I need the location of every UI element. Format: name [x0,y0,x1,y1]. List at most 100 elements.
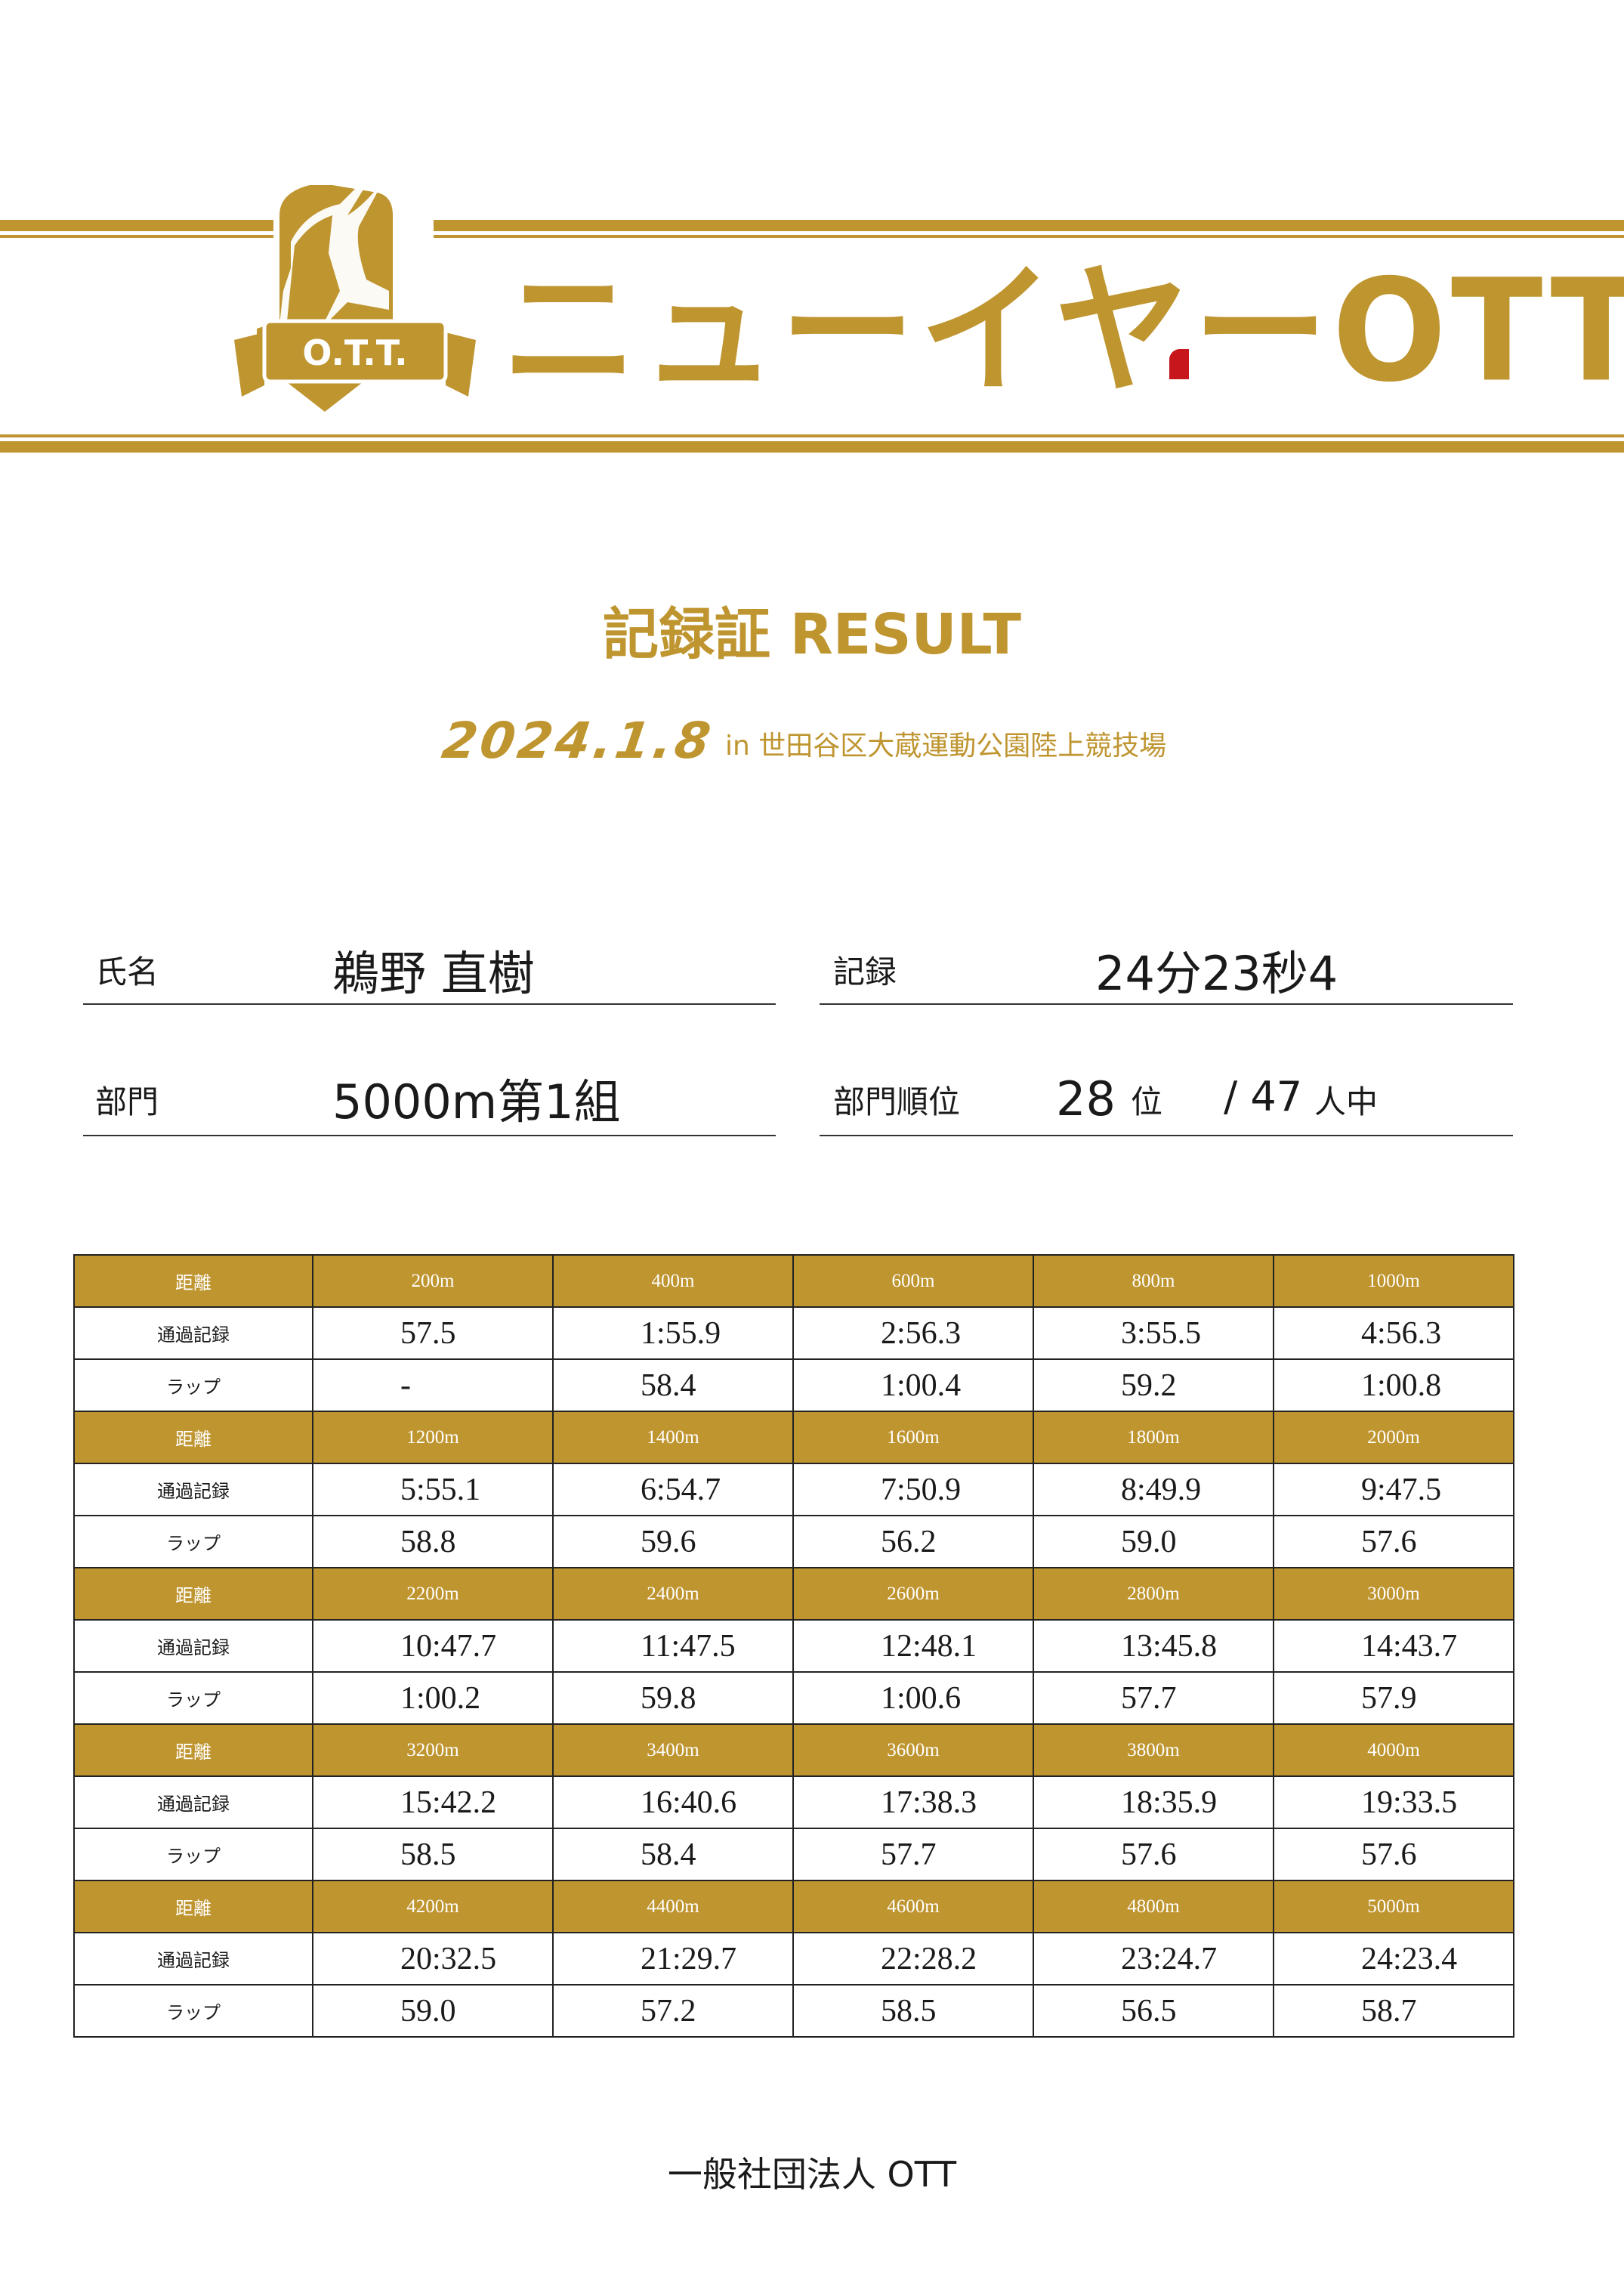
lap-cell: 57.6 [1273,1828,1514,1881]
distance-row-label: 距離 [73,1254,313,1308]
lap-cell: 57.9 [1273,1671,1514,1725]
split-record-row: 通過記録 57.5 1:55.9 2:56.3 3:55.5 4:56.3 [73,1306,1514,1360]
athlete-name: 鵜野 直樹 [332,946,535,1001]
split-record-cell: 23:24.7 [1033,1932,1274,1986]
distance-row: 距離 1200m 1400m 1600m 1800m 2000m [73,1411,1514,1464]
name-underline [83,1003,776,1005]
split-times-table: 距離 200m 400m 600m 800m 1000m 通過記録 57.5 1:55.9 2:5… [73,1254,1514,2038]
split-record-cell: 21:29.7 [552,1932,794,1986]
header-band-top-thin [0,235,1624,238]
split-record-cell: 8:49.9 [1033,1463,1274,1516]
distance-cell: 200m [312,1254,554,1308]
split-record-cell: 7:50.9 [792,1463,1034,1516]
total-participants: / 47 [1224,1073,1303,1120]
lap-cell: 57.7 [792,1828,1034,1881]
organizer: 一般社団法人 OTT [667,2154,957,2195]
split-record-cell: 20:32.5 [312,1932,554,1986]
distance-row-label: 距離 [73,1723,313,1777]
split-record-cell: 15:42.2 [312,1775,554,1829]
event-title: ニューイヤーOTT [502,249,1624,413]
split-record-row-label: 通過記録 [73,1463,313,1516]
distance-cell: 2400m [552,1567,794,1621]
distance-cell: 5000m [1273,1880,1514,1933]
distance-cell: 3200m [312,1723,554,1777]
rank-value: 28 [1056,1071,1116,1126]
split-record-row: 通過記録 20:32.5 21:29.7 22:28.2 23:24.7 24:23.4 [73,1932,1514,1986]
header-band-bottom-thick [0,441,1624,453]
distance-cell: 2600m [792,1567,1034,1621]
header-band-bottom-thin [0,434,1624,437]
rank-unit: 位 [1131,1083,1163,1120]
lap-cell: 59.2 [1033,1358,1274,1412]
distance-cell: 4800m [1033,1880,1274,1933]
split-record-cell: 10:47.7 [312,1619,554,1673]
lap-cell: 58.8 [312,1515,554,1568]
lap-cell: 57.6 [1273,1515,1514,1568]
split-record-row-label: 通過記録 [73,1306,313,1360]
split-record-cell: 11:47.5 [552,1619,794,1673]
rank-label: 部門順位 [833,1083,961,1120]
distance-row-label: 距離 [73,1411,313,1464]
lap-cell: 58.5 [312,1828,554,1881]
event-venue: in 世田谷区大蔵運動公園陸上競技場 [725,731,1167,762]
lap-cell: 56.5 [1033,1984,1274,2038]
lap-cell: 1:00.2 [312,1671,554,1725]
split-record-row-label: 通過記録 [73,1619,313,1673]
distance-cell: 4400m [552,1880,794,1933]
lap-cell: 1:00.8 [1273,1358,1514,1412]
lap-cell: 59.0 [312,1984,554,2038]
event-date: 2024.1.8 [438,712,718,770]
split-record-cell: 2:56.3 [792,1306,1034,1360]
split-record-cell: 13:45.8 [1033,1619,1274,1673]
split-record-row: 通過記録 5:55.1 6:54.7 7:50.9 8:49.9 9:47.5 [73,1463,1514,1516]
record-underline [820,1003,1513,1005]
lap-cell: 59.0 [1033,1515,1274,1568]
lap-cell: 58.4 [552,1828,794,1881]
distance-row-label: 距離 [73,1880,313,1933]
title-red-accent [1169,349,1189,379]
name-label: 氏名 [95,953,159,990]
lap-cell: 58.7 [1273,1984,1514,2038]
division-underline [83,1135,776,1136]
split-record-cell: 1:55.9 [552,1306,794,1360]
distance-cell: 3600m [792,1723,1034,1777]
ott-deer-logo: O.T.T. [234,170,476,412]
distance-row: 距離 200m 400m 600m 800m 1000m [73,1254,1514,1308]
lap-cell: 58.5 [792,1984,1034,2038]
distance-cell: 3400m [552,1723,794,1777]
split-record-cell: 16:40.6 [552,1775,794,1829]
logo-banner [234,332,476,397]
lap-cell: 58.4 [552,1358,794,1412]
lap-cell: 57.6 [1033,1828,1274,1881]
lap-cell: 1:00.6 [792,1671,1034,1725]
split-record-cell: 6:54.7 [552,1463,794,1516]
distance-cell: 4000m [1273,1723,1514,1777]
distance-cell: 3800m [1033,1723,1274,1777]
rank-underline [820,1135,1513,1136]
total-unit: 人中 [1314,1083,1379,1120]
split-record-cell: 4:56.3 [1273,1306,1514,1360]
division-value: 5000m第1組 [332,1074,621,1130]
split-record-row-label: 通過記録 [73,1775,313,1829]
distance-cell: 1000m [1273,1254,1514,1308]
distance-row: 距離 3200m 3400m 3600m 3800m 4000m [73,1723,1514,1777]
lap-cell: 57.7 [1033,1671,1274,1725]
lap-row-label: ラップ [73,1515,313,1568]
logo-text: O.T.T. [302,332,407,373]
split-record-cell: 19:33.5 [1273,1775,1514,1829]
distance-cell: 800m [1033,1254,1274,1308]
page-heading: 記録証 RESULT [602,602,1022,667]
division-label: 部門 [95,1083,159,1120]
split-record-row-label: 通過記録 [73,1932,313,1986]
split-record-cell: 9:47.5 [1273,1463,1514,1516]
lap-cell: 56.2 [792,1515,1034,1568]
distance-cell: 1400m [552,1411,794,1464]
split-record-cell: 57.5 [312,1306,554,1360]
lap-row-label: ラップ [73,1984,313,2038]
split-record-cell: 17:38.3 [792,1775,1034,1829]
distance-cell: 4200m [312,1880,554,1933]
split-record-cell: 24:23.4 [1273,1932,1514,1986]
distance-row: 距離 4200m 4400m 4600m 4800m 5000m [73,1880,1514,1933]
lap-row-label: ラップ [73,1828,313,1881]
split-record-row: 通過記録 10:47.7 11:47.5 12:48.1 13:45.8 14:43.7 [73,1619,1514,1673]
